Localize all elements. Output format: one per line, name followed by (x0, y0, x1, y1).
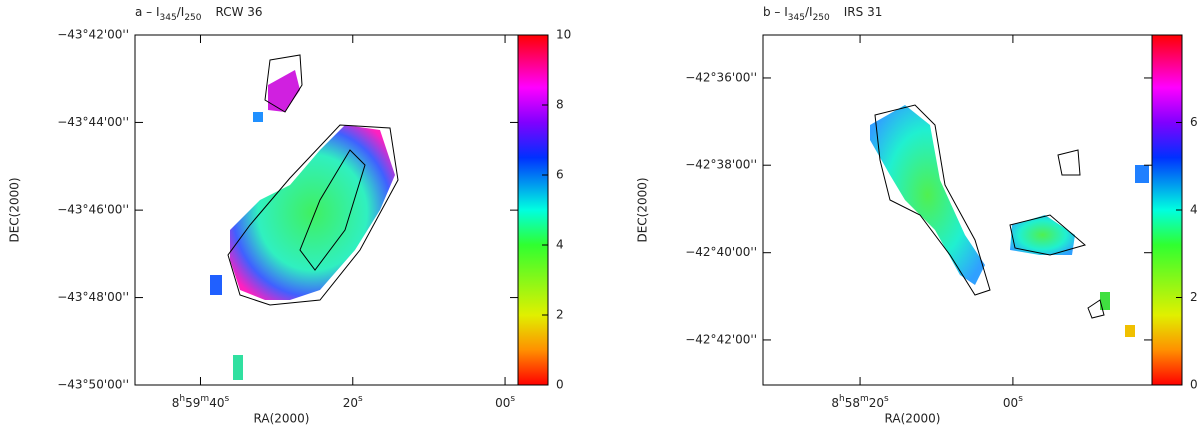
y-tick-label: −43°44'00'' (57, 115, 129, 129)
panel-title: a – I345/I250 RCW 36 (135, 5, 263, 23)
title-part: /I (177, 5, 185, 19)
title-part: 345 (160, 13, 177, 23)
title-part: 345 (788, 13, 805, 23)
x-tick-label: 00s (1003, 394, 1023, 410)
y-tick-label: −42°38'00'' (685, 158, 757, 172)
title-part: b – I (763, 5, 788, 19)
colorbar (517, 34, 549, 386)
colorbar-tick-label: 2 (556, 308, 564, 322)
colorbar-tick-label: 0 (1190, 378, 1198, 392)
title-part: 250 (813, 13, 830, 23)
colorbar-tick-label: 4 (556, 238, 564, 252)
y-tick-label: −42°36'00'' (685, 70, 757, 84)
y-tick-label: −43°42'00'' (57, 28, 129, 42)
title-part: IRS 31 (844, 5, 883, 19)
title-part: RCW 36 (216, 5, 263, 19)
y-tick-label: −43°48'00'' (57, 290, 129, 304)
colorbar-tick-label: 10 (556, 28, 571, 42)
colorbar-tick-label: 0 (556, 378, 564, 392)
y-tick-label: −43°46'00'' (57, 203, 129, 217)
y-tick-label: −43°50'00'' (57, 378, 129, 392)
x-axis-label: RA(2000) (254, 412, 310, 426)
title-part: a – I (135, 5, 160, 19)
x-tick-label: 8h59m40s (172, 394, 230, 410)
title-part: 250 (184, 13, 201, 23)
plot-frame (762, 34, 1153, 386)
y-tick-label: −42°42'00'' (685, 332, 757, 346)
colorbar-tick-label: 6 (1190, 115, 1198, 129)
colorbar-tick-label: 6 (556, 168, 564, 182)
map-b-emission (870, 104, 1149, 337)
colorbar-tick-label: 8 (556, 98, 564, 112)
x-tick-label: 00s (495, 394, 515, 410)
colorbar-tick-label: 2 (1190, 290, 1198, 304)
x-tick-label: 8h58m20s (831, 394, 889, 410)
y-tick-label: −42°40'00'' (685, 245, 757, 259)
y-axis-label: DEC(2000) (8, 177, 22, 242)
panel-title: b – I345/I250 IRS 31 (763, 5, 882, 23)
x-tick-label: 20s (343, 394, 363, 410)
title-part: /I (805, 5, 813, 19)
y-axis-label: DEC(2000) (636, 177, 650, 242)
colorbar-tick-label: 4 (1190, 203, 1198, 217)
map-a-emission (210, 54, 399, 380)
x-axis-label: RA(2000) (885, 412, 941, 426)
